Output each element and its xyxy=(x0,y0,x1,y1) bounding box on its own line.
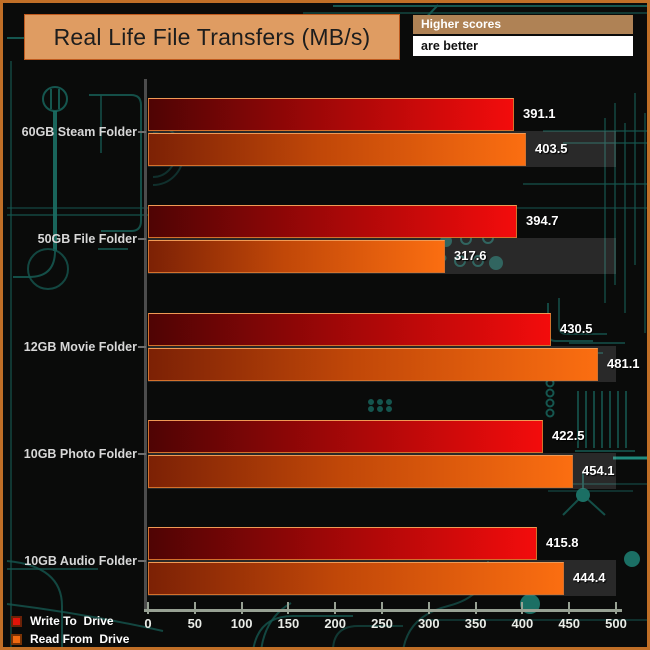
chart-title: Real Life File Transfers (MB/s) xyxy=(24,14,400,60)
category-label: 10GB Photo Folder xyxy=(23,447,137,461)
bar-read-from-drive xyxy=(148,133,526,166)
category-label: 10GB Audio Folder xyxy=(24,554,137,568)
write-series-swatch-icon xyxy=(11,615,22,627)
legend-row-write: Write To Drive xyxy=(11,612,129,630)
category-tick-mark xyxy=(138,560,146,562)
plot-area: 60GB Steam Folder 391.1 403.5 50GB File Fol… xyxy=(3,3,647,647)
value-label: 481.1 xyxy=(607,356,640,371)
category-tick-mark xyxy=(138,131,146,133)
bar-read-from-drive xyxy=(148,562,564,595)
value-label: 454.1 xyxy=(582,463,615,478)
x-axis-tick xyxy=(474,602,477,614)
bar-read-from-drive xyxy=(148,348,598,381)
category-label: 12GB Movie Folder xyxy=(23,340,137,354)
legend-label-write: Write To Drive xyxy=(30,614,114,628)
bar-write-to-drive xyxy=(148,420,543,453)
x-axis-tick-label: 450 xyxy=(558,616,581,631)
x-axis-tick xyxy=(193,602,196,614)
note-higher-scores: Higher scores xyxy=(413,15,633,34)
x-axis-tick-label: 400 xyxy=(511,616,534,631)
x-axis-tick xyxy=(615,602,617,614)
value-label: 415.8 xyxy=(546,535,579,550)
category-label: 60GB Steam Folder xyxy=(21,125,137,139)
x-axis-tick xyxy=(287,602,290,614)
note-box: Higher scores are better xyxy=(413,15,633,56)
note-are-better: are better xyxy=(413,36,633,56)
x-axis-tick-label: 250 xyxy=(371,616,393,631)
value-label: 430.5 xyxy=(560,321,593,336)
value-label: 394.7 xyxy=(526,213,559,228)
bar-read-from-drive xyxy=(148,240,445,273)
read-series-swatch-icon xyxy=(11,633,22,645)
x-axis-tick-label: 300 xyxy=(417,616,440,631)
chart-title-text: Real Life File Transfers (MB/s) xyxy=(53,23,371,50)
x-axis-tick xyxy=(147,602,149,614)
bar-write-to-drive xyxy=(148,98,514,131)
bar-write-to-drive xyxy=(148,527,537,560)
legend-row-read: Read From Drive xyxy=(11,630,130,647)
x-axis-tick-label: 100 xyxy=(230,616,253,631)
value-label: 422.5 xyxy=(552,428,585,443)
x-axis-tick-label: 0 xyxy=(144,616,152,631)
category-label: 50GB File Folder xyxy=(37,232,137,246)
value-label: 317.6 xyxy=(454,248,487,263)
x-axis-tick xyxy=(381,602,383,614)
x-axis-tick-label: 200 xyxy=(324,616,347,631)
value-label: 391.1 xyxy=(523,106,556,121)
legend-label-read: Read From Drive xyxy=(30,632,130,646)
value-label: 444.4 xyxy=(573,570,606,585)
y-axis-line xyxy=(144,79,147,612)
bar-read-from-drive xyxy=(148,455,573,488)
category-tick-mark xyxy=(138,346,146,348)
bar-write-to-drive xyxy=(148,205,517,238)
x-axis-tick xyxy=(427,602,430,614)
x-axis-tick-label: 50 xyxy=(187,616,203,631)
x-axis-tick-label: 500 xyxy=(605,616,627,631)
category-tick-mark xyxy=(138,238,146,240)
x-axis-tick xyxy=(334,602,337,614)
x-axis-line xyxy=(144,609,622,612)
chart-legend: Write To Drive Read From Drive xyxy=(11,612,130,647)
category-tick-mark xyxy=(138,453,146,455)
x-axis-tick-label: 150 xyxy=(277,616,300,631)
x-axis-tick xyxy=(568,602,571,614)
bar-write-to-drive xyxy=(148,313,551,346)
x-axis-tick-label: 350 xyxy=(464,616,487,631)
x-axis-tick xyxy=(240,602,243,614)
x-axis-tick xyxy=(521,602,524,614)
value-label: 403.5 xyxy=(535,141,568,156)
